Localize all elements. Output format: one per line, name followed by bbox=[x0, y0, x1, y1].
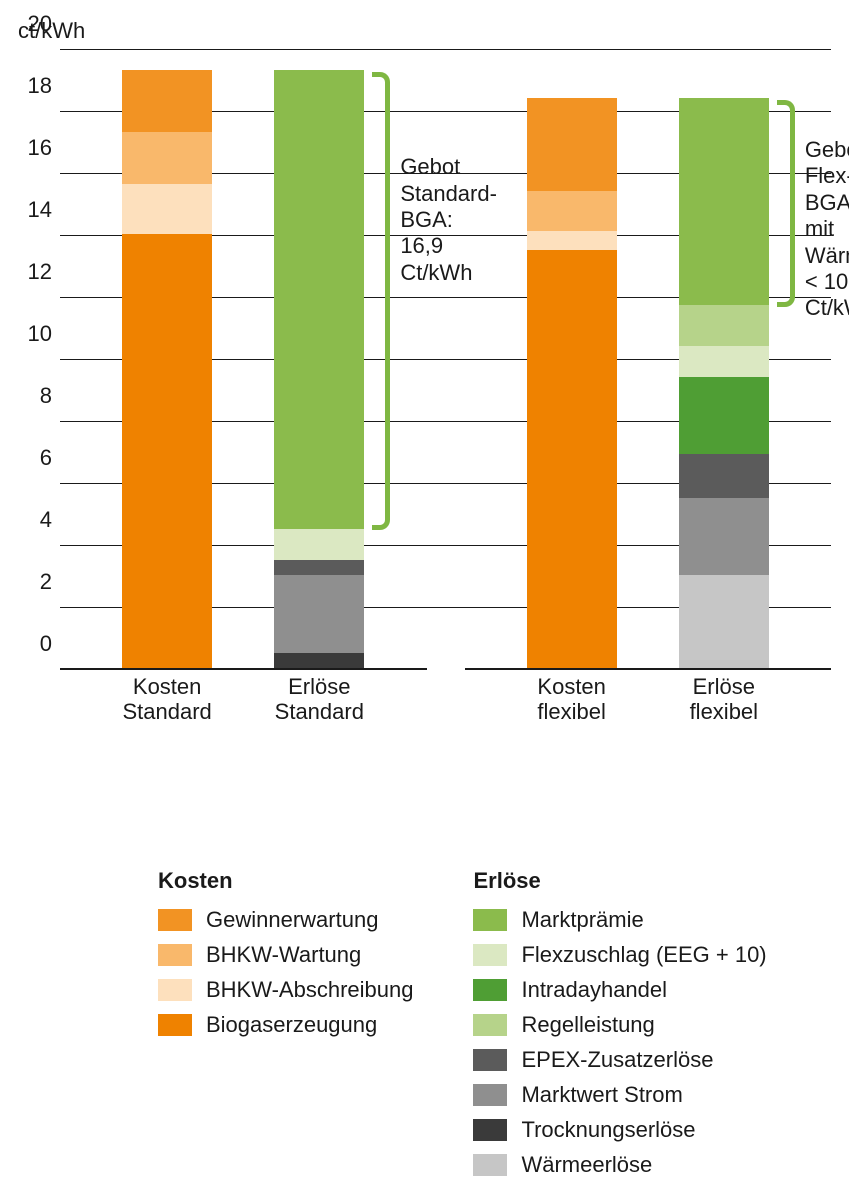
legend-item: Flexzuschlag (EEG + 10) bbox=[473, 942, 766, 968]
legend-label: Trocknungserlöse bbox=[521, 1117, 695, 1143]
panels: Kosten StandardErlöse StandardGebot Stan… bbox=[60, 50, 831, 670]
legend-label: Intradayhandel bbox=[521, 977, 667, 1003]
legend-label: Biogaserzeugung bbox=[206, 1012, 377, 1038]
bar bbox=[274, 70, 364, 668]
y-tick-label: 14 bbox=[20, 197, 60, 223]
legend-label: Regelleistung bbox=[521, 1012, 654, 1038]
legend-label: Wärmeerlöse bbox=[521, 1152, 652, 1178]
bar-segment bbox=[274, 529, 364, 560]
legend-item: Intradayhandel bbox=[473, 977, 766, 1003]
legend-label: EPEX-Zusatzerlöse bbox=[521, 1047, 713, 1073]
bar-segment bbox=[679, 377, 769, 455]
legend-item: Marktprämie bbox=[473, 907, 766, 933]
bar bbox=[527, 98, 617, 668]
legend-swatch bbox=[158, 979, 192, 1001]
legend-swatch bbox=[473, 979, 507, 1001]
plot-area: 02468101214161820Kosten StandardErlöse S… bbox=[60, 50, 831, 670]
bar-segment bbox=[527, 250, 617, 669]
legend-title: Erlöse bbox=[473, 868, 766, 894]
legend-item: Trocknungserlöse bbox=[473, 1117, 766, 1143]
x-tick-label: Kosten flexibel bbox=[537, 668, 606, 725]
legend-item: Regelleistung bbox=[473, 1012, 766, 1038]
bar bbox=[679, 98, 769, 668]
x-tick-label: Erlöse Standard bbox=[275, 668, 364, 725]
bracket bbox=[777, 100, 795, 308]
y-tick-label: 10 bbox=[20, 321, 60, 347]
legend-swatch bbox=[473, 1084, 507, 1106]
y-tick-label: 12 bbox=[20, 259, 60, 285]
y-tick-label: 8 bbox=[20, 383, 60, 409]
bar-segment bbox=[122, 132, 212, 185]
legend-label: BHKW-Abschreibung bbox=[206, 977, 413, 1003]
legend-swatch bbox=[473, 944, 507, 966]
bar bbox=[122, 70, 212, 668]
bar-segment bbox=[527, 98, 617, 191]
legend-swatch bbox=[158, 1014, 192, 1036]
y-tick-label: 6 bbox=[20, 445, 60, 471]
legend-swatch bbox=[158, 909, 192, 931]
bar-segment bbox=[274, 653, 364, 669]
bracket bbox=[372, 72, 390, 531]
legend-item: BHKW-Abschreibung bbox=[158, 977, 413, 1003]
legend-column: Erlöse Marktprämie Flexzuschlag (EEG + 10)… bbox=[473, 868, 766, 1178]
bar-segment bbox=[679, 98, 769, 306]
panel: Kosten flexibelErlöse flexibelGebot Flex… bbox=[465, 50, 832, 670]
bar-segment bbox=[274, 560, 364, 576]
legend-item: Marktwert Strom bbox=[473, 1082, 766, 1108]
legend-item: EPEX-Zusatzerlöse bbox=[473, 1047, 766, 1073]
bar-segment bbox=[679, 575, 769, 668]
bar-segment bbox=[274, 70, 364, 529]
y-tick-label: 18 bbox=[20, 73, 60, 99]
x-tick-label: Erlöse flexibel bbox=[690, 668, 758, 725]
y-tick-label: 16 bbox=[20, 135, 60, 161]
bar-segment bbox=[527, 191, 617, 231]
x-tick-label: Kosten Standard bbox=[123, 668, 212, 725]
legend-label: Marktwert Strom bbox=[521, 1082, 682, 1108]
bar-segment bbox=[122, 234, 212, 668]
legend-item: Wärmeerlöse bbox=[473, 1152, 766, 1178]
legend-swatch bbox=[473, 1014, 507, 1036]
legend-label: Gewinnerwartung bbox=[206, 907, 378, 933]
legend-swatch bbox=[473, 1154, 507, 1176]
legend-swatch bbox=[473, 1049, 507, 1071]
y-tick-label: 2 bbox=[20, 569, 60, 595]
legend-swatch bbox=[158, 944, 192, 966]
legend-column: Kosten Gewinnerwartung BHKW-Wartung BHKW-Ab… bbox=[158, 868, 413, 1178]
stacked-bar-chart: ct/kWh 02468101214161820Kosten StandardE… bbox=[18, 18, 831, 738]
bar-segment bbox=[679, 346, 769, 377]
bar-segment bbox=[679, 498, 769, 576]
legend: Kosten Gewinnerwartung BHKW-Wartung BHKW-Ab… bbox=[18, 868, 831, 1178]
annotation-text: Gebot Flex-BGA mit Wärme: < 10 Ct/kWh bbox=[805, 137, 849, 322]
legend-swatch bbox=[473, 909, 507, 931]
y-tick-label: 4 bbox=[20, 507, 60, 533]
legend-title: Kosten bbox=[158, 868, 413, 894]
bar-segment bbox=[527, 231, 617, 250]
legend-item: BHKW-Wartung bbox=[158, 942, 413, 968]
y-tick-label: 0 bbox=[20, 631, 60, 657]
legend-item: Gewinnerwartung bbox=[158, 907, 413, 933]
bar-segment bbox=[122, 70, 212, 132]
legend-label: Marktprämie bbox=[521, 907, 643, 933]
y-tick-label: 20 bbox=[20, 11, 60, 37]
panel: Kosten StandardErlöse StandardGebot Stan… bbox=[60, 50, 427, 670]
bar-segment bbox=[122, 184, 212, 234]
bar-segment bbox=[274, 575, 364, 653]
legend-item: Biogaserzeugung bbox=[158, 1012, 413, 1038]
bar-segment bbox=[679, 305, 769, 345]
legend-swatch bbox=[473, 1119, 507, 1141]
bar-segment bbox=[679, 454, 769, 497]
legend-label: BHKW-Wartung bbox=[206, 942, 361, 968]
legend-label: Flexzuschlag (EEG + 10) bbox=[521, 942, 766, 968]
